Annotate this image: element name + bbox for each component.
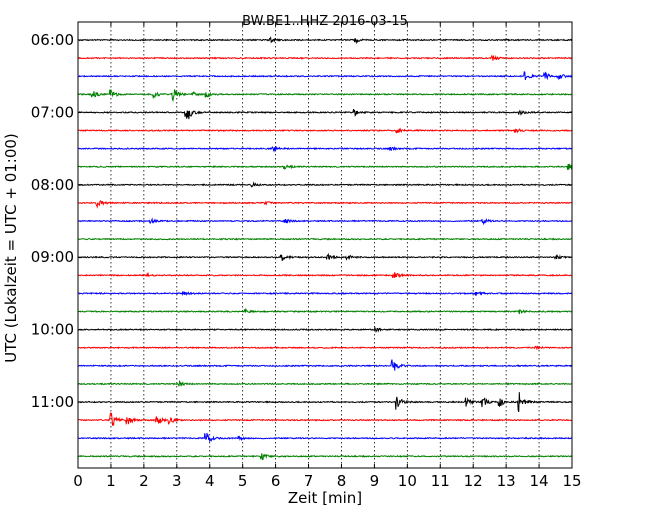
- x-tick-label: 4: [205, 472, 215, 490]
- trace-1130: [77, 432, 573, 443]
- trace-0915: [77, 272, 573, 279]
- trace-0900: [77, 252, 573, 261]
- x-tick-label: 0: [73, 472, 83, 490]
- trace-0945: [78, 307, 573, 315]
- trace-0600: [77, 36, 573, 45]
- trace-0830: [77, 217, 573, 226]
- trace-0930: [77, 291, 573, 296]
- x-tick-label: 10: [398, 472, 417, 490]
- x-tick-label: 9: [370, 472, 380, 490]
- x-tick-label: 6: [271, 472, 281, 490]
- x-tick-label: 8: [337, 472, 347, 490]
- x-tick-label: 7: [304, 472, 314, 490]
- trace-1115: [77, 411, 573, 427]
- trace-0845: [77, 237, 573, 241]
- trace-0645: [77, 89, 573, 103]
- y-tick-label: 08:00: [31, 176, 74, 194]
- x-tick-label: 3: [172, 472, 182, 490]
- trace-layer: [77, 36, 573, 461]
- y-tick-label: 10:00: [31, 321, 74, 339]
- x-tick-label: 13: [497, 472, 516, 490]
- tick-layer: 0 1 2 3 4 5 6 7 8 9 10 11 12 13 14 1506:0007:0008:0009:…: [31, 22, 582, 490]
- trace-1045: [77, 379, 573, 387]
- trace-0745: [77, 163, 573, 170]
- x-tick-label: 5: [238, 472, 248, 490]
- x-tick-label: 15: [562, 472, 581, 490]
- x-tick-label: 11: [431, 472, 450, 490]
- x-tick-label: 2: [139, 472, 149, 490]
- trace-0800: [77, 181, 573, 188]
- y-tick-label: 07:00: [31, 103, 74, 121]
- trace-1100: [77, 392, 573, 413]
- y-tick-label: 09:00: [31, 248, 74, 266]
- x-tick-label: 1: [106, 472, 116, 490]
- trace-0715: [77, 127, 573, 134]
- plot-frame: [77, 21, 573, 469]
- trace-0615: [77, 54, 573, 61]
- trace-0630: [77, 71, 573, 81]
- trace-0730: [77, 146, 573, 153]
- trace-0700: [77, 109, 573, 120]
- x-axis-label: Zeit [min]: [288, 489, 362, 507]
- y-axis-label: UTC (Lokalzeit = UTC + 01:00): [2, 133, 20, 363]
- y-tick-label: 11:00: [31, 393, 74, 411]
- trace-1015: [77, 345, 573, 351]
- x-tick-label: 14: [530, 472, 549, 490]
- trace-1145: [77, 453, 573, 461]
- trace-0815: [77, 200, 573, 209]
- trace-1000: [77, 326, 573, 333]
- y-tick-label: 06:00: [31, 31, 74, 49]
- x-tick-label: 12: [464, 472, 483, 490]
- trace-1030: [77, 359, 573, 371]
